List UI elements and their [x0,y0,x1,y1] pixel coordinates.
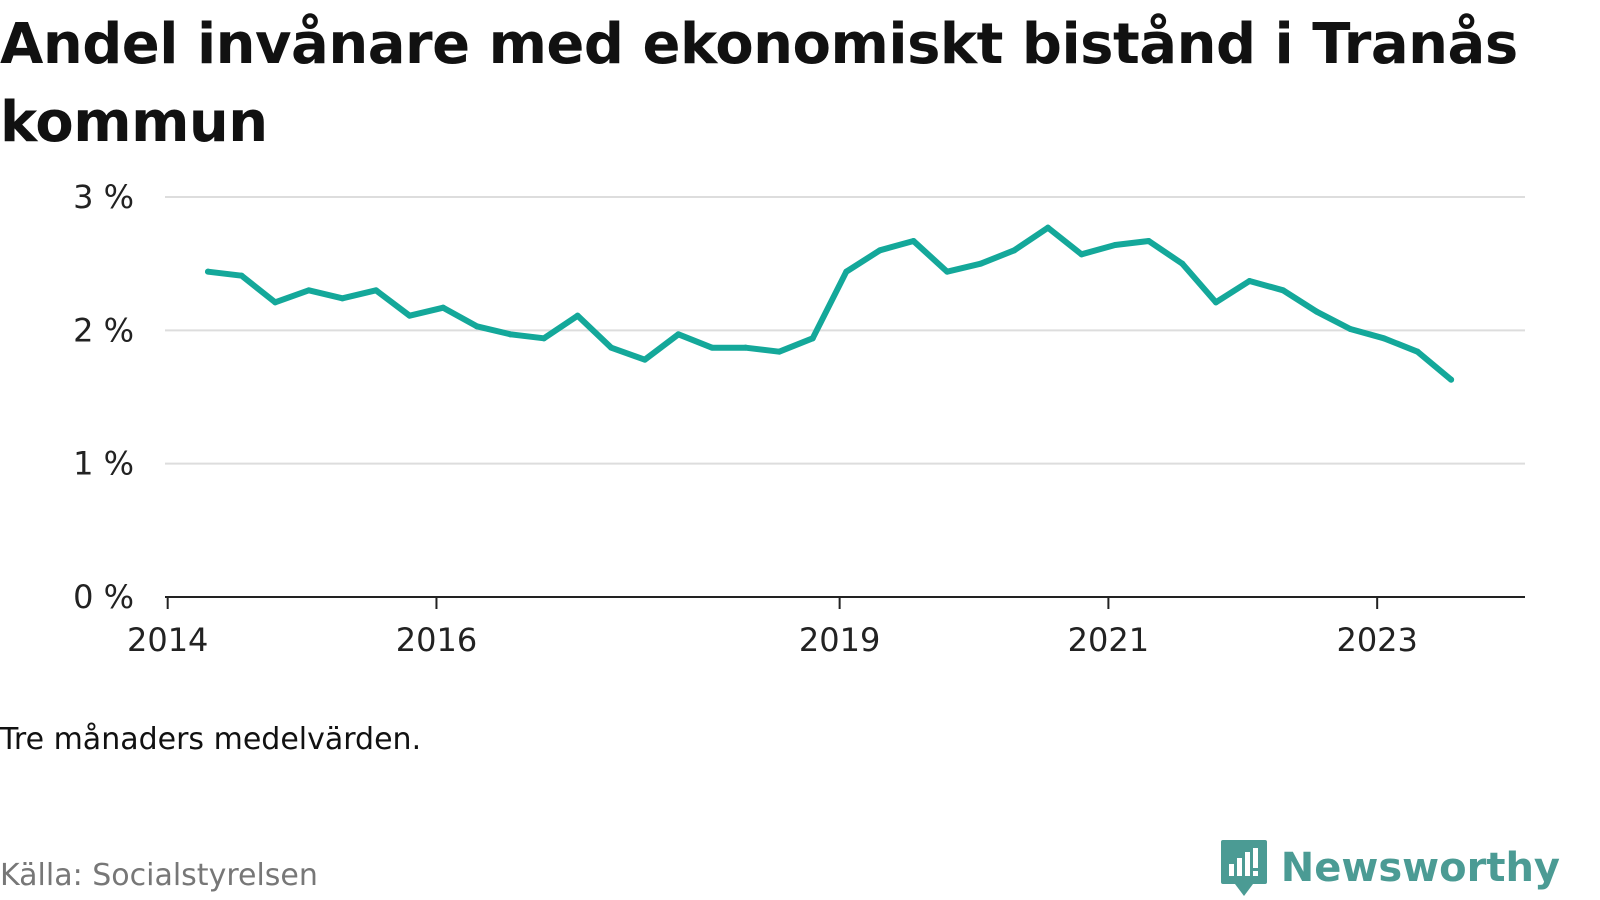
newsworthy-logo-icon [1220,840,1267,896]
data-point [608,344,615,351]
data-point [507,331,514,338]
chart-title: Andel invånare med ekonomiskt bistånd i … [0,12,1518,155]
series-line [205,224,1455,383]
y-tick-label: 3 % [73,178,134,216]
series-group [205,224,1455,383]
data-point [1380,335,1387,342]
data-point [1313,308,1320,315]
data-point [1011,247,1018,254]
data-point [1044,224,1051,231]
x-axis-tick-labels: 2014 2016 2019 2021 2023 [127,621,1418,659]
x-tick-label: 2023 [1336,621,1417,659]
x-tick-label: 2021 [1068,621,1149,659]
data-point [809,335,816,342]
data-point [843,268,850,275]
data-point [1448,376,1455,383]
y-axis-tick-labels: 0 % 1 % 2 % 3 % [73,178,134,616]
y-tick-label: 0 % [73,578,134,616]
data-point [1246,278,1253,284]
data-point [205,268,212,275]
data-point [272,299,279,306]
data-point [473,323,480,330]
data-point [540,335,547,342]
data-point [1145,238,1152,244]
data-point [440,304,447,311]
x-axis [165,596,1525,609]
data-point [1212,299,1219,306]
data-point [1078,251,1085,258]
data-point [339,295,346,302]
data-point [372,287,379,294]
chart-note: Tre månaders medelvärden. [0,722,422,757]
source-label: Källa: Socialstyrelsen [0,858,318,893]
line-chart: 0 % 1 % 2 % 3 % 2014 2016 2019 2021 2023 [73,178,1525,659]
data-point [1347,326,1354,332]
newsworthy-logo-text: Newsworthy [1280,845,1560,891]
x-tick-label: 2014 [127,621,208,659]
data-point [641,356,648,363]
data-point [708,344,715,351]
data-point [977,260,984,267]
gridlines [165,196,1525,465]
data-point [238,272,245,279]
data-point [742,344,749,351]
data-point [1280,287,1287,294]
data-point [876,247,883,254]
y-tick-label: 1 % [73,445,134,483]
data-point [1179,260,1186,267]
x-tick-label: 2016 [396,621,477,659]
data-point [675,331,682,338]
data-point [1414,348,1421,355]
data-point [944,268,951,275]
data-point [910,238,917,244]
data-point [776,348,783,355]
newsworthy-logo[interactable]: Newsworthy [1219,838,1560,898]
data-point [406,312,413,319]
data-point [574,312,581,319]
y-tick-label: 2 % [73,311,134,349]
data-point [305,287,312,294]
data-point [1112,242,1119,248]
x-tick-label: 2019 [799,621,880,659]
